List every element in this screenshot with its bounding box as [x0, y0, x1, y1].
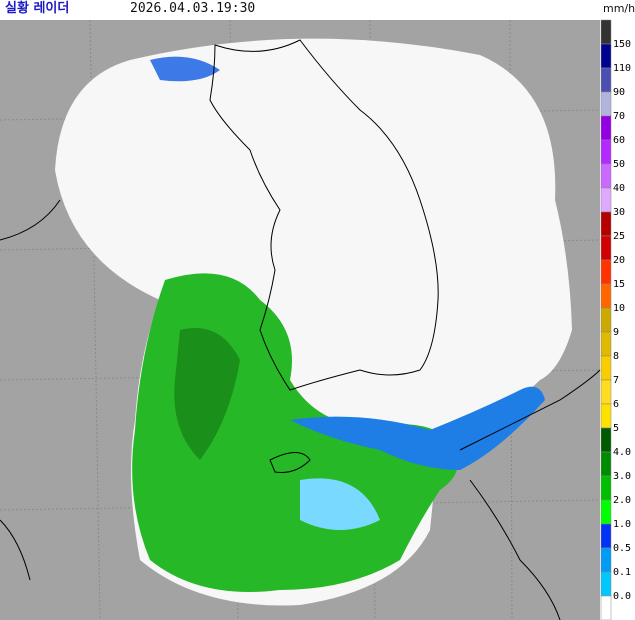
legend-swatch	[600, 211, 612, 237]
precip-area	[150, 56, 220, 82]
legend-label: 25	[613, 231, 625, 242]
precip-area	[290, 386, 545, 470]
title: 실황 레이더	[5, 1, 70, 16]
legend-swatch	[600, 67, 612, 93]
coastline	[0, 39, 601, 620]
legend-label: 4.0	[613, 447, 631, 458]
legend-label: 20	[613, 255, 625, 266]
legend-swatch	[600, 115, 612, 141]
legend-swatch	[600, 283, 612, 309]
legend-label: 30	[613, 207, 625, 218]
legend: 150 110 90 70 60 50 40 30 25 20 15 10 9 8 7 6 5 4.0 3.0 2.0…	[600, 19, 631, 620]
legend-swatch	[600, 379, 612, 405]
legend-label: 8	[613, 351, 619, 362]
legend-swatch	[600, 523, 612, 549]
precip-area	[174, 328, 240, 460]
legend-label: 110	[613, 63, 631, 74]
legend-swatch	[600, 91, 612, 117]
legend-swatch	[600, 307, 612, 333]
legend-swatch	[600, 331, 612, 357]
legend-label: 9	[613, 327, 619, 338]
legend-label: 1.0	[613, 519, 631, 530]
legend-swatch	[600, 475, 612, 501]
legend-label: 3.0	[613, 471, 631, 482]
legend-label: 70	[613, 111, 625, 122]
legend-swatch	[600, 403, 612, 429]
legend-swatch	[600, 19, 612, 45]
legend-swatch	[600, 451, 612, 477]
legend-swatch	[600, 259, 612, 285]
legend-label: 2.0	[613, 495, 631, 506]
legend-swatch	[600, 595, 612, 620]
legend-swatch	[600, 499, 612, 525]
legend-label: 15	[613, 279, 625, 290]
legend-label: 0.0	[613, 591, 631, 602]
unit-label: mm/h	[603, 2, 635, 15]
legend-swatch	[600, 427, 612, 453]
legend-label: 7	[613, 375, 619, 386]
legend-label: 150	[613, 39, 631, 50]
legend-swatch	[600, 43, 612, 69]
legend-swatch	[600, 547, 612, 573]
legend-swatch	[600, 187, 612, 213]
legend-label: 50	[613, 159, 625, 170]
legend-label: 10	[613, 303, 625, 314]
timestamp: 2026.04.03.19:30	[130, 1, 256, 16]
legend-swatch	[600, 139, 612, 165]
legend-label: 0.5	[613, 543, 631, 554]
legend-label: 6	[613, 399, 619, 410]
legend-swatch	[600, 571, 612, 597]
legend-label: 5	[613, 423, 619, 434]
legend-label: 90	[613, 87, 625, 98]
legend-swatch	[600, 235, 612, 261]
legend-swatch	[600, 163, 612, 189]
legend-swatch	[600, 355, 612, 381]
legend-label: 40	[613, 183, 625, 194]
legend-label: 60	[613, 135, 625, 146]
precip-area	[300, 478, 380, 530]
legend-label: 0.1	[613, 567, 631, 578]
